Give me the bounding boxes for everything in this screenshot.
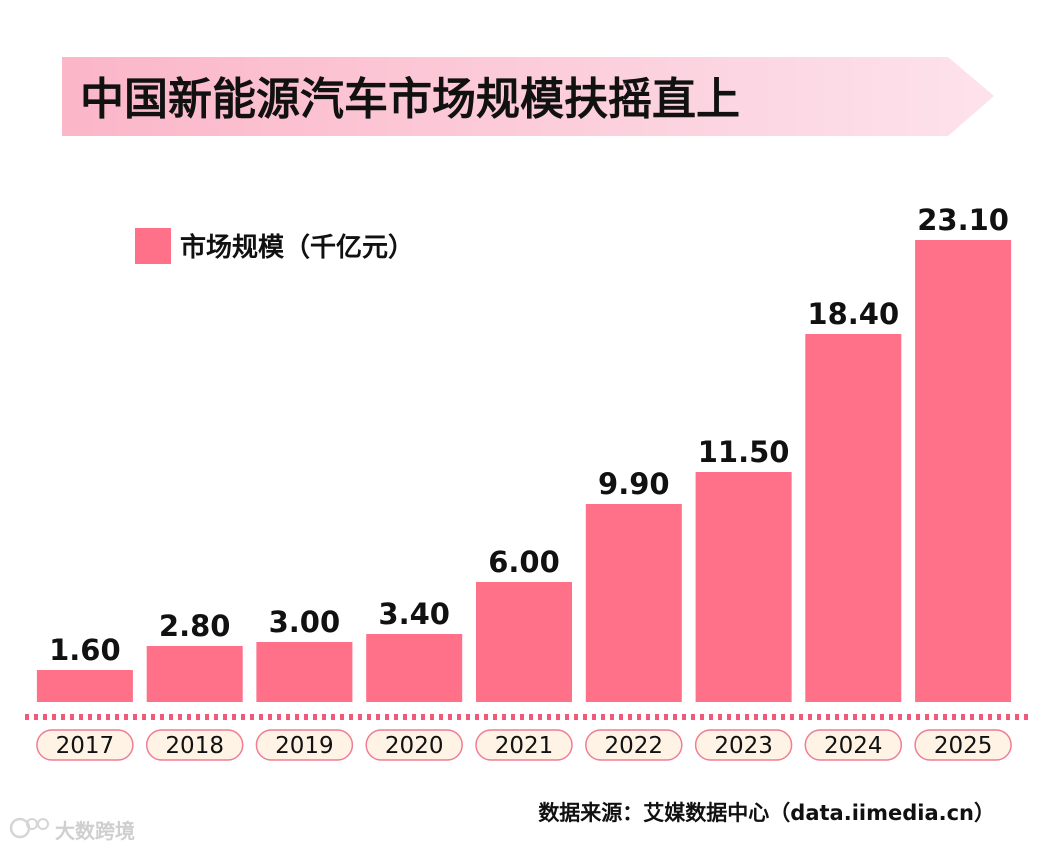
value-label-2020: 3.40	[378, 597, 450, 631]
source-note: 数据来源：艾媒数据中心（data.iimedia.cn）	[538, 801, 995, 825]
tick-pill-2019	[255, 729, 354, 761]
tick-label-2025: 2025	[934, 733, 993, 759]
bar-2017	[36, 670, 133, 702]
title-banner: 中国新能源汽车市场规模扶摇直上	[62, 57, 994, 136]
watermark-text: 大数跨境	[55, 819, 135, 843]
bar-2024	[805, 334, 902, 702]
value-label-2017: 1.60	[49, 633, 121, 667]
chart-title: 中国新能源汽车市场规模扶摇直上	[80, 74, 740, 125]
value-label-2018: 2.80	[159, 609, 231, 643]
tick-pill-2024	[804, 729, 903, 761]
title-banner-shape	[62, 57, 994, 136]
legend: 市场规模（千亿元）	[135, 228, 414, 264]
bar-2023	[695, 472, 792, 702]
bars-group	[36, 240, 1012, 702]
value-label-2024: 18.40	[807, 297, 899, 331]
bar-2019	[256, 642, 353, 702]
value-label-2023: 11.50	[698, 435, 790, 469]
tick-pill-2022	[585, 729, 683, 761]
bar-2022	[585, 504, 682, 702]
watermark-logo-icon	[9, 817, 49, 839]
value-label-2022: 9.90	[598, 467, 670, 501]
tick-label-2024: 2024	[824, 733, 883, 759]
tick-pill-2023	[694, 729, 793, 761]
tick-pill-2025	[914, 729, 1012, 761]
bar-2021	[476, 582, 572, 702]
value-labels-group: 1.60 2.80 3.00 3.40 6.00 9.90 11.50 18.40 23.10	[49, 203, 1009, 667]
bar-2018	[146, 646, 243, 702]
value-label-2019: 3.00	[269, 605, 341, 639]
tick-label-2020: 2020	[385, 733, 444, 759]
tick-pill-2017	[36, 729, 134, 761]
bar-2020	[366, 634, 463, 702]
tick-label-2017: 2017	[56, 733, 115, 759]
tick-pill-2021	[475, 729, 573, 761]
tick-label-2018: 2018	[165, 733, 224, 759]
value-label-2021: 6.00	[488, 545, 560, 579]
tick-label-2023: 2023	[714, 733, 773, 759]
value-label-2025: 23.10	[917, 203, 1009, 237]
x-tick-labels-group: 2017 2018 2019 2020 2021 2022 2023 2024 2025	[36, 729, 1012, 761]
watermark: 大数跨境	[9, 817, 135, 843]
tick-label-2022: 2022	[605, 733, 664, 759]
legend-label: 市场规模（千亿元）	[180, 232, 414, 263]
tick-pill-2020	[365, 729, 463, 761]
tick-label-2021: 2021	[495, 733, 554, 759]
tick-pill-2018	[145, 729, 244, 761]
tick-label-2019: 2019	[275, 733, 334, 759]
legend-swatch	[135, 228, 171, 264]
bar-2025	[915, 240, 1012, 702]
